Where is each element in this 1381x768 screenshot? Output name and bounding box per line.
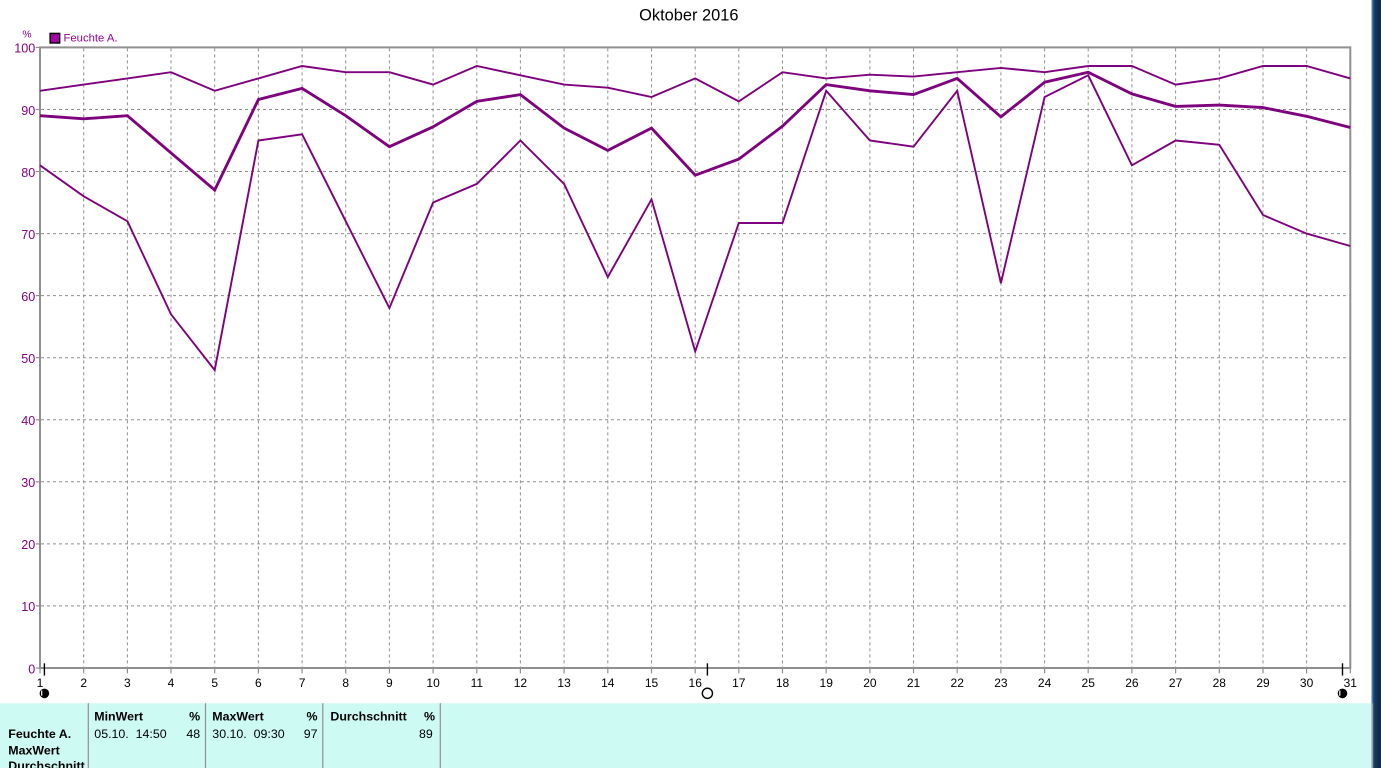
svg-text:Oktober 2016: Oktober 2016 [639,7,738,25]
svg-text:60: 60 [21,290,35,304]
svg-text:80: 80 [21,166,35,180]
svg-text:14: 14 [601,676,615,690]
svg-text:MaxWert: MaxWert [212,710,263,724]
svg-text:MinWert: MinWert [94,710,143,724]
svg-text:24: 24 [1038,676,1052,690]
svg-text:90: 90 [21,104,35,118]
svg-text:MaxWert: MaxWert [8,744,59,758]
svg-text:30: 30 [1300,676,1314,690]
svg-text:89: 89 [419,727,433,741]
svg-text:10: 10 [426,676,440,690]
svg-text:21: 21 [907,676,921,690]
svg-text:11: 11 [471,676,484,690]
svg-text:Durchschnitt: Durchschnitt [330,710,406,724]
svg-text:9: 9 [386,676,393,690]
svg-text:70: 70 [21,228,35,242]
svg-text:29: 29 [1256,676,1270,690]
svg-text:16: 16 [689,676,703,690]
svg-text:19: 19 [820,676,834,690]
svg-text:97: 97 [304,727,318,741]
svg-text:%: % [189,710,200,724]
svg-text:3: 3 [124,676,131,690]
svg-text:Durchschnitt: Durchschnitt [8,759,84,768]
svg-text:100: 100 [14,42,35,56]
svg-text:30: 30 [21,476,35,490]
svg-text:%: % [424,710,435,724]
svg-text:Feuchte A.: Feuchte A. [8,727,71,741]
svg-text:13: 13 [557,676,571,690]
svg-text:05.10. 14:50: 05.10. 14:50 [94,727,166,741]
svg-text:20: 20 [863,676,877,690]
svg-text:8: 8 [342,676,349,690]
svg-text:20: 20 [21,538,35,552]
svg-text:1: 1 [37,676,44,690]
svg-text:23: 23 [994,676,1008,690]
svg-text:%: % [306,710,317,724]
svg-text:31: 31 [1344,676,1358,690]
svg-text:4: 4 [168,676,175,690]
svg-text:26: 26 [1125,676,1139,690]
svg-text:22: 22 [951,676,965,690]
svg-text:18: 18 [776,676,790,690]
svg-text:28: 28 [1213,676,1227,690]
svg-text:25: 25 [1082,676,1096,690]
svg-text:15: 15 [645,676,659,690]
svg-text:27: 27 [1169,676,1183,690]
svg-text:12: 12 [514,676,528,690]
svg-text:2: 2 [80,676,87,690]
svg-text:%: % [22,29,31,40]
svg-text:10: 10 [21,600,35,614]
svg-text:48: 48 [186,727,200,741]
svg-text:7: 7 [299,676,306,690]
svg-text:30.10. 09:30: 30.10. 09:30 [212,727,284,741]
svg-text:6: 6 [255,676,262,690]
svg-text:5: 5 [211,676,218,690]
svg-text:0: 0 [28,662,35,676]
svg-text:40: 40 [21,414,35,428]
svg-text:17: 17 [732,676,746,690]
svg-text:50: 50 [21,352,35,366]
svg-text:Feuchte A.: Feuchte A. [64,33,118,45]
